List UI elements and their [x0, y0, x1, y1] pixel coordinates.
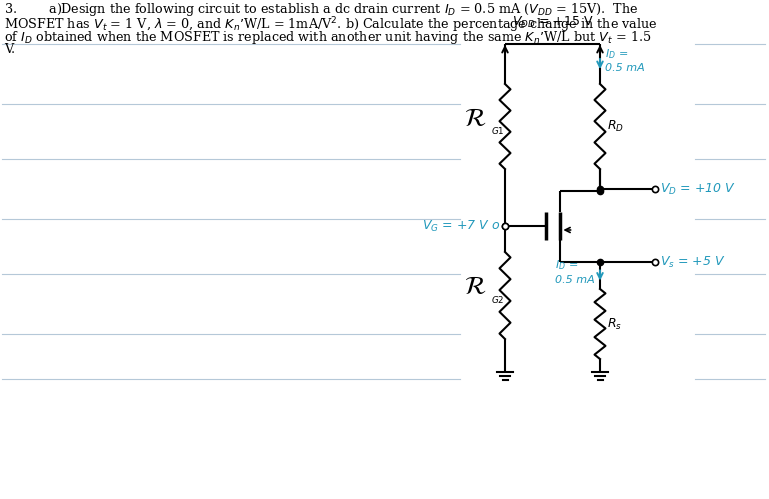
- Text: $I_D$ =
0.5 mA: $I_D$ = 0.5 mA: [605, 47, 644, 73]
- Text: $R_s$: $R_s$: [607, 316, 622, 331]
- Text: $\mathcal{R}$: $\mathcal{R}$: [464, 275, 486, 299]
- Text: $V_D$ = +10 V: $V_D$ = +10 V: [660, 182, 736, 197]
- Text: $\mathcal{R}$: $\mathcal{R}$: [464, 106, 486, 131]
- Text: $V_{DD}$ = +15 V: $V_{DD}$ = +15 V: [511, 15, 594, 30]
- Text: $_{G2}$: $_{G2}$: [491, 293, 504, 306]
- Text: $R_D$: $R_D$: [607, 119, 624, 134]
- Text: $I_D$ =
0.5 mA: $I_D$ = 0.5 mA: [555, 258, 594, 284]
- Text: of $I_D$ obtained when the MOSFET is replaced with another unit having the same : of $I_D$ obtained when the MOSFET is rep…: [4, 29, 651, 46]
- Text: 3.        a)Design the following circuit to establish a dc drain current $I_D$ =: 3. a)Design the following circuit to est…: [4, 1, 638, 18]
- Text: $_{G1}$: $_{G1}$: [491, 124, 504, 137]
- Text: $V_s$ = +5 V: $V_s$ = +5 V: [660, 254, 726, 269]
- Text: V.: V.: [4, 43, 15, 56]
- Text: MOSFET has $V_t$ = 1 V, $\lambda$ = 0, and $K_n$’W/L = 1mA/V$^2$. b) Calculate t: MOSFET has $V_t$ = 1 V, $\lambda$ = 0, a…: [4, 15, 657, 34]
- Text: $V_G$ = +7 V o: $V_G$ = +7 V o: [422, 219, 500, 234]
